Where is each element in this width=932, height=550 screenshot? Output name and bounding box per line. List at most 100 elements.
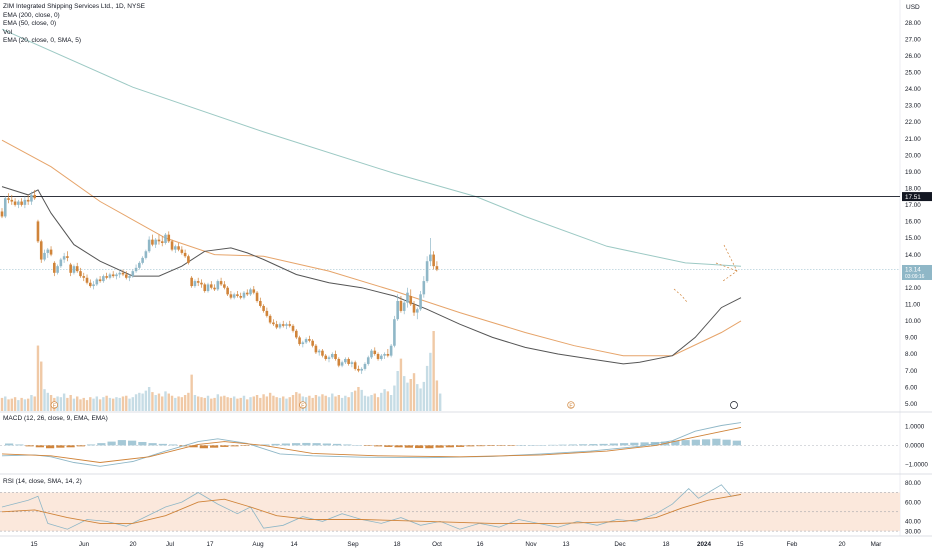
main-grid: [0, 0, 932, 537]
volume-bar: [177, 396, 180, 411]
volume-bar: [376, 397, 380, 411]
symbol-title[interactable]: ZIM Integrated Shipping Services Ltd., 1…: [3, 3, 145, 10]
candle-body: [363, 363, 367, 369]
candle: [435, 261, 439, 272]
volume-bar: [151, 392, 154, 411]
candle: [321, 349, 324, 358]
candle-body: [196, 281, 200, 283]
candle-body: [39, 241, 43, 260]
candle: [285, 322, 288, 330]
macd-histogram-bar: [538, 445, 547, 446]
volume-bar: [62, 393, 66, 411]
volume-bar: [17, 400, 20, 411]
candle-body: [357, 368, 360, 371]
macd-histogram-bar: [292, 443, 301, 446]
volume-bar: [223, 395, 226, 411]
ema50-line: [1, 139, 742, 357]
candle-body: [412, 304, 416, 313]
volume-bar: [370, 395, 373, 411]
rsi-label[interactable]: RSI (14, close, SMA, 14, 2): [3, 478, 82, 485]
candle-body: [102, 276, 105, 282]
candle-body: [69, 264, 72, 273]
candle: [412, 300, 416, 316]
volume-bar: [23, 399, 27, 411]
volume-bar: [360, 389, 363, 411]
candle-body: [144, 251, 148, 258]
candle-body: [157, 239, 161, 242]
candle-body: [334, 354, 337, 359]
volume-bar: [95, 396, 99, 411]
candle-body: [347, 358, 350, 364]
macd-label[interactable]: MACD (12, 26, close, 9, EMA, EMA): [3, 415, 108, 422]
candle: [330, 352, 334, 359]
candlestick-series[interactable]: [0, 189, 439, 374]
macd-histogram-bar: [456, 445, 465, 447]
time-axis[interactable]: 15 Jun 20 Jul 17 Aug 14 Sep 18 Oct 16 Nov 13 Dec 18 202…: [30, 541, 881, 548]
candle: [350, 360, 354, 368]
volume-bar: [406, 382, 409, 411]
volume-bar: [72, 398, 76, 411]
macd-histogram-bar: [476, 445, 485, 447]
candle: [88, 279, 92, 288]
volume-bar: [69, 395, 72, 411]
candle: [308, 335, 311, 343]
candle: [226, 286, 229, 296]
candle-body: [124, 274, 128, 278]
time-tick-label: 18: [662, 541, 670, 548]
legend-ema20[interactable]: EMA (20, close, 0, SMA, 5): [3, 37, 82, 45]
time-tick-label: Dec: [614, 541, 625, 548]
volume-bar: [363, 395, 367, 411]
price-tick-label: 16.00: [905, 219, 921, 226]
candle-body: [389, 345, 393, 356]
volume-bar: [108, 397, 112, 411]
volume-bar: [347, 397, 350, 411]
candle: [223, 281, 226, 290]
volume-bar: [174, 397, 177, 411]
candle: [337, 357, 341, 368]
price-tick-label: 17.00: [905, 202, 921, 209]
volume-bar: [125, 395, 128, 411]
candle-body: [353, 362, 357, 369]
candle: [327, 355, 331, 363]
candle: [144, 249, 148, 260]
pattern-drawing[interactable]: [673, 244, 738, 303]
volume-bar: [367, 396, 370, 411]
currency-label[interactable]: USD: [906, 4, 920, 11]
macd-histogram-bar: [97, 443, 106, 446]
legend-vol[interactable]: Vol: [3, 28, 13, 36]
volume-bar: [128, 398, 131, 411]
candle-body: [232, 294, 236, 298]
volume-bar: [416, 384, 419, 411]
candle: [118, 271, 122, 278]
candle-body: [321, 350, 324, 356]
macd-histogram-bar: [251, 445, 260, 446]
price-axis[interactable]: 28.00 27.00 26.00 25.00 24.00 23.00 22.00 21.00…: [902, 20, 932, 408]
candle: [157, 234, 161, 245]
candle-body: [393, 319, 396, 346]
candle: [432, 251, 435, 270]
candle: [383, 352, 386, 359]
macd-histogram-bar: [76, 445, 85, 447]
macd-histogram-bar: [240, 445, 249, 446]
legend-ema50[interactable]: EMA (50, close, 0): [3, 20, 57, 28]
volume-bar: [435, 380, 439, 411]
candle-body: [415, 309, 419, 313]
volume-bar: [389, 395, 393, 411]
candle-body: [275, 324, 278, 328]
candle: [131, 269, 135, 278]
candle: [386, 349, 390, 358]
legend-ema200[interactable]: EMA (200, close, 0): [3, 11, 60, 19]
candle: [203, 282, 207, 293]
time-tick-label: 15: [30, 541, 38, 548]
candle-body: [288, 324, 292, 326]
candle: [275, 320, 278, 330]
volume-bar: [393, 385, 396, 411]
volume-bar: [324, 395, 327, 411]
volume-bar: [138, 392, 141, 411]
volume-bar: [164, 391, 167, 411]
candle-body: [229, 294, 233, 298]
candle: [39, 239, 43, 263]
volume-bar: [154, 395, 157, 411]
